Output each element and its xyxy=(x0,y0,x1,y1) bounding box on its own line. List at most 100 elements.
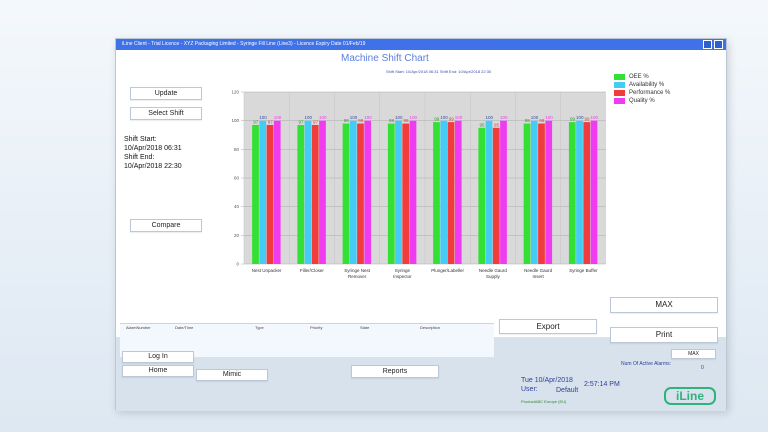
bar xyxy=(523,123,531,265)
legend-swatch xyxy=(614,82,625,88)
data-label: 98 xyxy=(525,118,531,123)
alarm-table[interactable]: AlarmNumber Date/Time Type Priority Stat… xyxy=(120,323,494,357)
data-label: 97 xyxy=(313,119,319,124)
column-header[interactable]: Description xyxy=(420,325,441,330)
data-label: 100 xyxy=(576,115,584,120)
bar xyxy=(357,123,364,265)
shift-end-label: Shift End: xyxy=(124,154,155,161)
data-label: 99 xyxy=(584,117,590,122)
data-label: 100 xyxy=(395,115,403,120)
column-header[interactable]: Priority xyxy=(310,325,323,330)
x-tick-label: Insert xyxy=(532,274,544,279)
data-label: 100 xyxy=(409,115,417,120)
bar xyxy=(440,120,448,264)
bar xyxy=(342,123,350,265)
y-tick-label: 100 xyxy=(231,118,239,123)
active-alarms-label: Num Of Active Alarms: xyxy=(621,361,672,367)
column-header[interactable]: Date/Time xyxy=(175,325,194,330)
bar xyxy=(454,120,462,264)
bar xyxy=(387,123,395,265)
data-label: 100 xyxy=(350,115,358,120)
shift-start-label: Shift Start: xyxy=(124,136,157,143)
legend-item: Quality % xyxy=(614,97,670,105)
time: 2:57:14 PM xyxy=(584,381,620,388)
column-header[interactable]: AlarmNumber xyxy=(126,325,151,330)
data-label: 100 xyxy=(304,115,312,120)
bar xyxy=(297,124,305,264)
shift-start-value: 10/Apr/2018 06:31 xyxy=(124,145,182,152)
legend-label: OEE % xyxy=(629,74,649,80)
bar xyxy=(319,120,326,264)
y-tick-label: 60 xyxy=(234,176,240,181)
data-label: 100 xyxy=(500,115,508,120)
bar xyxy=(259,120,267,264)
x-tick-label: Nest Unpacker xyxy=(252,268,282,273)
data-label: 98 xyxy=(389,118,395,123)
bar xyxy=(583,122,591,264)
data-label: 100 xyxy=(274,115,282,120)
shift-info: Shift Start: 10/Apr/2018 06:31 Shift End… xyxy=(124,135,182,171)
bar xyxy=(492,127,500,264)
column-header[interactable]: Type xyxy=(255,325,264,330)
data-label: 99 xyxy=(570,117,576,122)
x-tick-label: Syringe Nest xyxy=(344,268,371,273)
data-label: 100 xyxy=(531,115,539,120)
bar xyxy=(273,120,281,264)
bar xyxy=(433,122,440,264)
home-button[interactable]: Home xyxy=(122,365,194,377)
bar xyxy=(266,124,274,264)
select-shift-button[interactable]: Select Shift xyxy=(130,107,202,120)
log-in-button[interactable]: Log In xyxy=(122,351,194,363)
data-label: 97 xyxy=(253,119,259,124)
bar xyxy=(485,120,493,264)
bar xyxy=(304,120,312,264)
data-label: 100 xyxy=(545,115,553,120)
shift-end-value: 10/Apr/2018 22:30 xyxy=(124,163,182,170)
minimize-button[interactable] xyxy=(703,40,712,49)
chart-title: Machine Shift Chart xyxy=(341,53,429,64)
x-tick-label: Filler/Closer xyxy=(300,268,325,273)
user-value: Default xyxy=(556,387,579,394)
mimic-button[interactable]: Mimic xyxy=(196,369,268,381)
data-label: 98 xyxy=(403,118,409,123)
x-tick-label: Syringe xyxy=(395,268,411,273)
data-label: 99 xyxy=(449,117,455,122)
x-tick-label: Inspector xyxy=(393,274,412,279)
date: Tue 10/Apr/2018 xyxy=(521,377,573,384)
data-label: 98 xyxy=(344,118,350,123)
bar xyxy=(545,120,553,264)
data-label: 100 xyxy=(440,115,448,120)
legend-item: Performance % xyxy=(614,89,670,97)
bar xyxy=(576,120,583,264)
column-header[interactable]: State xyxy=(360,325,370,330)
app-window: iLine Client - Trial Licence - XYZ Packa… xyxy=(115,38,727,411)
chart-legend: OEE % Availability % Performance % Quality … xyxy=(614,73,670,105)
print-button[interactable]: Print xyxy=(610,327,718,343)
legend-label: Availability % xyxy=(629,82,665,88)
max-alarms-button[interactable]: MAX xyxy=(671,349,716,359)
data-label: 98 xyxy=(358,118,364,123)
chart-subtitle: Shift Start: 10/Apr/2018 06:31 Shift End… xyxy=(386,69,492,74)
bar xyxy=(252,124,259,264)
iline-logo: iLine xyxy=(664,387,716,405)
max-button[interactable]: MAX xyxy=(610,297,718,313)
compare-button[interactable]: Compare xyxy=(130,219,202,232)
product: ProductABC Europe (EU) xyxy=(521,399,567,404)
data-label: 95 xyxy=(494,122,500,127)
bar xyxy=(395,120,402,264)
data-label: 100 xyxy=(590,115,598,120)
bar xyxy=(311,124,319,264)
reports-button[interactable]: Reports xyxy=(351,365,439,378)
legend-swatch xyxy=(614,74,625,80)
close-button[interactable] xyxy=(714,40,723,49)
data-label: 97 xyxy=(299,119,305,124)
bar xyxy=(590,120,598,264)
legend-swatch xyxy=(614,98,625,104)
y-tick-label: 40 xyxy=(234,204,240,209)
legend-item: Availability % xyxy=(614,81,670,89)
update-button[interactable]: Update xyxy=(130,87,202,100)
export-button[interactable]: Export xyxy=(499,319,597,334)
bar xyxy=(568,122,576,264)
data-label: 97 xyxy=(268,119,274,124)
data-label: 100 xyxy=(364,115,372,120)
